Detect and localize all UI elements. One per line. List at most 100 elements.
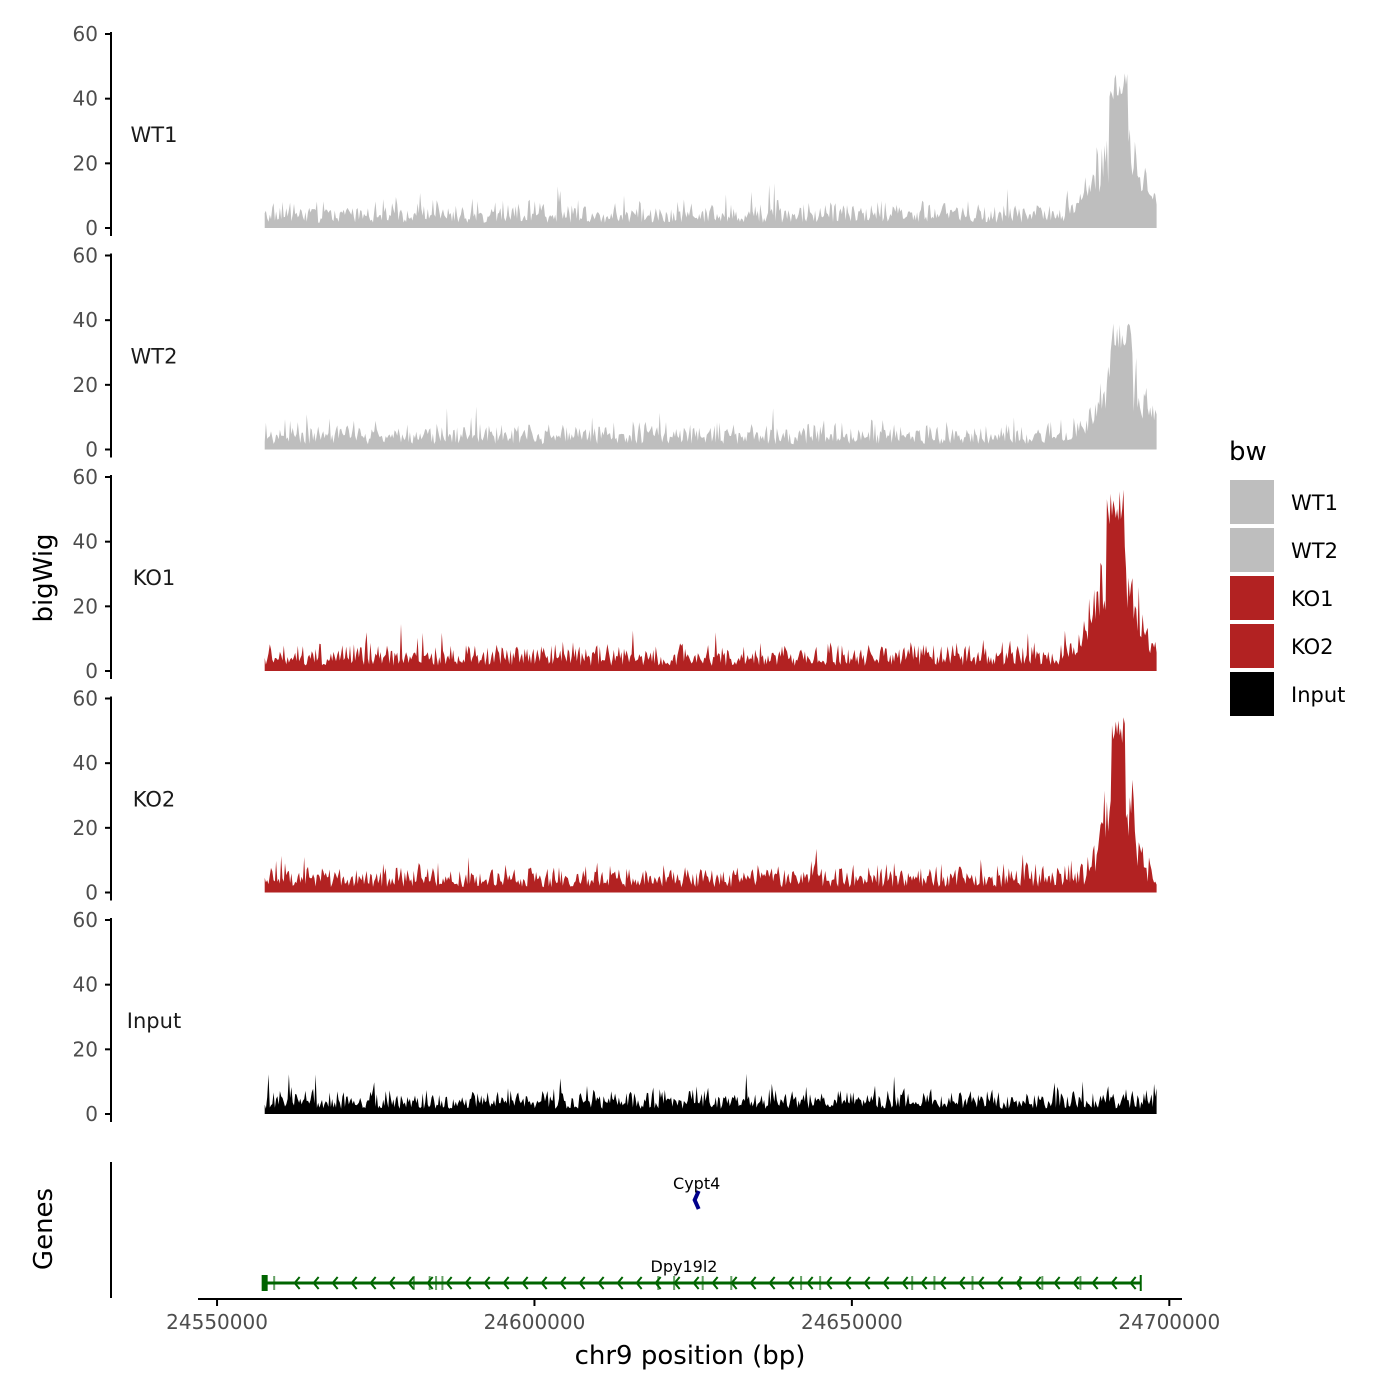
legend-key-input <box>1230 672 1274 716</box>
exon <box>701 1276 704 1290</box>
y-tick-label: 40 <box>73 973 98 997</box>
strand-chevron <box>692 1276 700 1290</box>
strand-chevron <box>502 1276 510 1290</box>
track-wt2: 0 20 40 60 WT2 <box>73 244 1157 462</box>
track-wt1: 0 20 40 60 WT1 <box>73 22 1157 240</box>
coverage-area-ko2 <box>264 717 1157 893</box>
strand-chevron <box>331 1276 339 1290</box>
strand-chevron <box>939 1276 947 1290</box>
y-tick-label: 20 <box>73 373 98 397</box>
gene-cypt4: Cypt4 <box>673 1174 720 1210</box>
track-label-ko1: KO1 <box>133 566 176 590</box>
strand-chevron <box>863 1276 871 1290</box>
y-tick-label: 60 <box>73 244 98 268</box>
legend-label-ko2: KO2 <box>1291 635 1334 659</box>
exon <box>657 1276 660 1290</box>
strand-chevron <box>996 1276 1004 1290</box>
strand-chevron <box>578 1276 586 1290</box>
legend-title: bw <box>1229 437 1267 467</box>
y-tick-label: 60 <box>73 687 98 711</box>
genes-track: Genes Cypt4 Dpy19l2 <box>29 1162 1142 1298</box>
x-tick-label: 24600000 <box>484 1310 586 1334</box>
gene-label: Dpy19l2 <box>651 1257 718 1276</box>
exon <box>261 1275 268 1291</box>
legend-key-wt2 <box>1230 528 1274 572</box>
strand-chevron <box>958 1276 966 1290</box>
track-label-ko2: KO2 <box>133 788 176 812</box>
exon <box>1041 1276 1044 1290</box>
y-tick-label: 60 <box>73 22 98 46</box>
strand-chevron <box>1072 1276 1080 1290</box>
strand-chevron <box>369 1276 377 1290</box>
strand-chevron <box>882 1276 890 1290</box>
x-axis: 24550000 24600000 24650000 24700000 <box>166 1298 1220 1334</box>
strand-chevron <box>635 1276 643 1290</box>
strand-chevron <box>1129 1276 1137 1290</box>
exon <box>800 1276 803 1290</box>
exon <box>933 1276 936 1290</box>
exon <box>1019 1276 1022 1290</box>
track-label-wt2: WT2 <box>131 345 178 369</box>
exon <box>819 1276 822 1290</box>
strand-chevron <box>445 1276 453 1290</box>
track-label-input: Input <box>127 1009 181 1033</box>
y-axis-title: bigWig <box>29 533 59 622</box>
x-tick-label: 24700000 <box>1118 1310 1220 1334</box>
strand-chevron <box>806 1276 814 1290</box>
y-tick-label: 40 <box>73 87 98 111</box>
y-tick-label: 20 <box>73 594 98 618</box>
legend-key-wt1 <box>1230 480 1274 524</box>
legend-label-wt2: WT2 <box>1291 539 1338 563</box>
strand-chevron <box>1034 1276 1042 1290</box>
strand-chevron <box>1053 1276 1061 1290</box>
y-tick-label: 60 <box>73 465 98 489</box>
exon <box>428 1276 431 1290</box>
strand-chevron <box>597 1276 605 1290</box>
strand-chevron <box>711 1276 719 1290</box>
y-tick-label: 20 <box>73 816 98 840</box>
strand-chevron <box>388 1276 396 1290</box>
y-tick-label: 0 <box>85 216 98 240</box>
strand-chevron <box>901 1276 909 1290</box>
y-tick-label: 0 <box>85 1102 98 1126</box>
strand-chevron <box>483 1276 491 1290</box>
exon <box>1079 1276 1082 1290</box>
exon <box>971 1276 974 1290</box>
gene-label: Cypt4 <box>673 1174 720 1193</box>
strand-chevron <box>787 1276 795 1290</box>
strand-chevron <box>559 1276 567 1290</box>
legend-key-ko1 <box>1230 576 1274 620</box>
strand-chevron <box>1110 1276 1118 1290</box>
exon <box>730 1276 733 1290</box>
strand-chevron <box>825 1276 833 1290</box>
strand-chevron <box>521 1276 529 1290</box>
legend-key-ko2 <box>1230 624 1274 668</box>
coverage-area-wt2 <box>264 323 1157 450</box>
strand-chevron <box>426 1276 434 1290</box>
strand-chevron <box>312 1276 320 1290</box>
strand-chevron <box>844 1276 852 1290</box>
strand-chevron <box>540 1276 548 1290</box>
track-label-wt1: WT1 <box>131 123 178 147</box>
y-tick-label: 40 <box>73 530 98 554</box>
y-tick-label: 40 <box>73 308 98 332</box>
strand-chevron <box>293 1276 301 1290</box>
x-tick-label: 24550000 <box>166 1310 268 1334</box>
coverage-area-input <box>264 1073 1157 1114</box>
exon <box>673 1276 676 1290</box>
track-ko1: 0 20 40 60 KO1 <box>73 465 1157 683</box>
strand-chevron <box>464 1276 472 1290</box>
legend: bw WT1 WT2 KO1 KO2 Input <box>1229 437 1345 716</box>
exon <box>435 1276 438 1290</box>
coverage-area-ko1 <box>264 489 1157 671</box>
x-tick-label: 24650000 <box>801 1310 903 1334</box>
y-tick-label: 20 <box>73 151 98 175</box>
strand-chevron <box>616 1276 624 1290</box>
y-tick-label: 0 <box>85 438 98 462</box>
y-tick-label: 60 <box>73 908 98 932</box>
strand-chevron <box>768 1276 776 1290</box>
x-axis-title: chr9 position (bp) <box>575 1341 806 1371</box>
track-ko2: 0 20 40 60 KO2 <box>73 687 1157 905</box>
y-tick-label: 20 <box>73 1037 98 1061</box>
